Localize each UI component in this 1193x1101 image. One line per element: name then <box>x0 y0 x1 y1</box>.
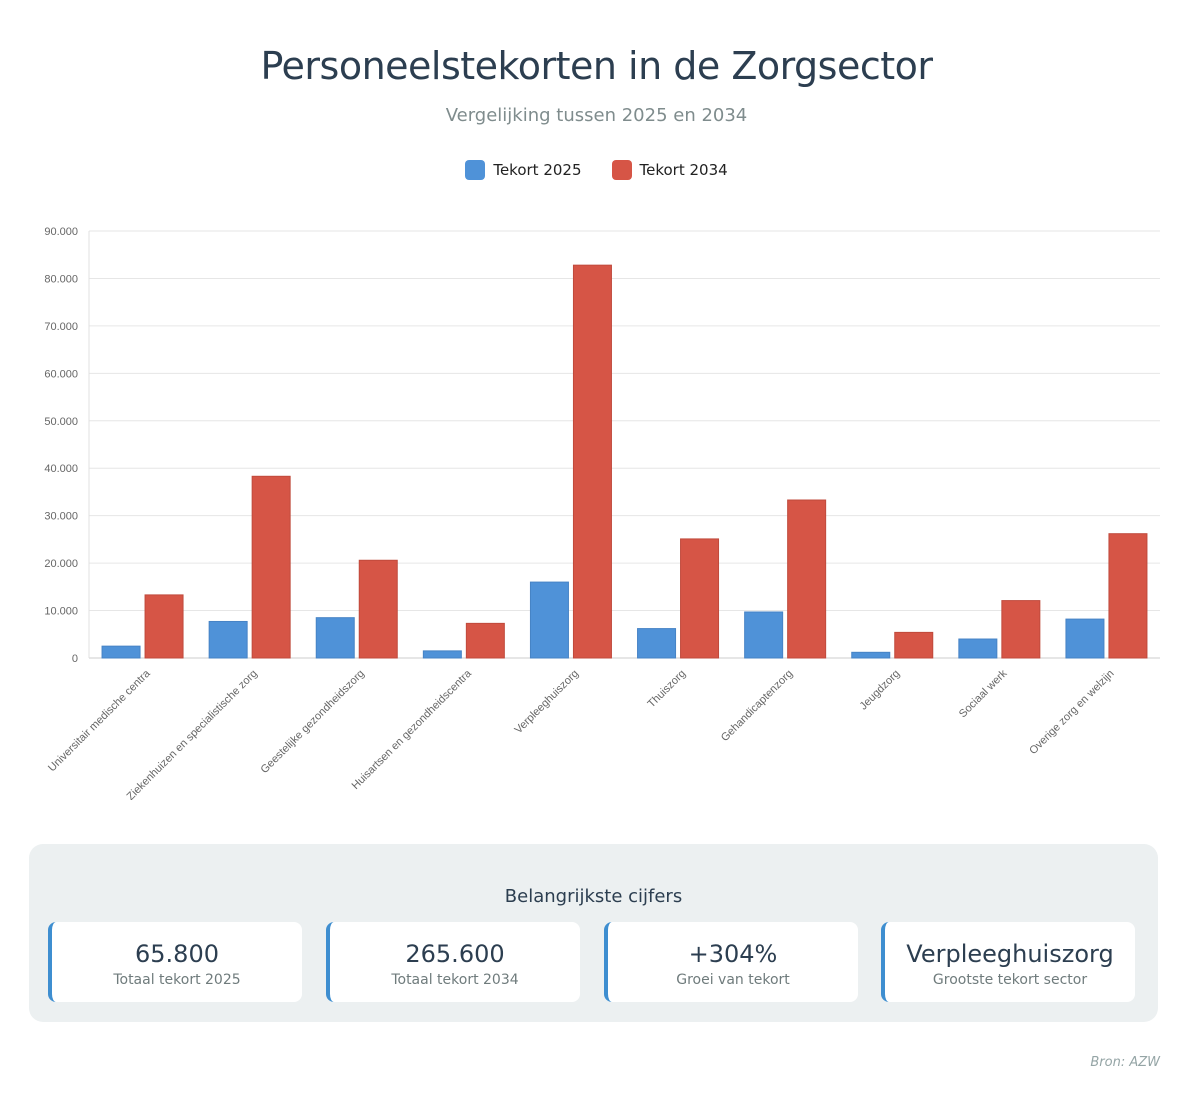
stat-label: Grootste tekort sector <box>932 972 1088 988</box>
stat-card-total-2025: 65.800 Totaal tekort 2025 <box>48 922 302 1002</box>
bar-2025[interactable] <box>1065 618 1105 659</box>
bar-2034[interactable] <box>358 559 398 659</box>
bar-2034[interactable] <box>572 264 612 659</box>
y-tick-label: 70.000 <box>44 321 78 333</box>
stat-value: 265.600 <box>405 940 505 968</box>
legend-item-2034[interactable]: Tekort 2034 <box>611 160 728 180</box>
bar-2025[interactable] <box>637 628 677 659</box>
stat-label: Totaal tekort 2034 <box>391 972 519 988</box>
bar-2034[interactable] <box>1001 600 1041 659</box>
stat-card-total-2034: 265.600 Totaal tekort 2034 <box>326 922 580 1002</box>
x-tick-label: Ziekenhuizen en specialistische zorg <box>125 668 260 800</box>
y-tick-label: 60.000 <box>44 368 78 380</box>
stat-card-largest-sector: Verpleeghuiszorg Grootste tekort sector <box>881 922 1135 1002</box>
stat-card-growth: +304% Groei van tekort <box>604 922 858 1002</box>
x-tick-label: Gehandicaptenzorg <box>719 668 795 744</box>
stat-label: Totaal tekort 2025 <box>113 972 241 988</box>
x-tick-label: Verpleeghuiszorg <box>512 668 581 737</box>
x-tick-label: Thuiszorg <box>646 668 689 711</box>
bar-2025[interactable] <box>422 650 462 659</box>
stats-panel: Belangrijkste cijfers 65.800 Totaal teko… <box>29 844 1158 1022</box>
stat-value: 65.800 <box>135 940 219 968</box>
y-tick-label: 90.000 <box>44 226 78 238</box>
x-tick-label: Universitair medische centra <box>46 667 153 774</box>
bar-2034[interactable] <box>680 538 720 659</box>
chart-subtitle: Vergelijking tussen 2025 en 2034 <box>445 105 748 126</box>
bar-2025[interactable] <box>315 617 355 659</box>
legend: Tekort 2025 Tekort 2034 <box>0 160 1193 180</box>
bar-2025[interactable] <box>744 611 784 659</box>
legend-label-2025: Tekort 2025 <box>493 161 582 179</box>
bar-2025[interactable] <box>529 581 569 659</box>
x-tick-label: Overige zorg en welzijn <box>1027 668 1116 757</box>
chart-title: Personeelstekorten in de Zorgsector <box>260 44 933 88</box>
stat-label: Groei van tekort <box>676 972 790 988</box>
legend-item-2025[interactable]: Tekort 2025 <box>465 160 582 180</box>
x-tick-label: Jeugdzorg <box>858 668 903 713</box>
source-note: Bron: AZW <box>1090 1055 1160 1070</box>
y-tick-label: 80.000 <box>44 273 78 285</box>
x-tick-label: Huisartsen en gezondheidscentra <box>350 667 475 792</box>
y-tick-label: 40.000 <box>44 463 78 475</box>
legend-swatch-2025 <box>465 160 486 180</box>
bar-chart: 0 10.000 20.000 30.000 40.000 50.000 60.000 70.… <box>44 226 1160 800</box>
bar-2034[interactable] <box>251 475 291 659</box>
bar-2034[interactable] <box>144 594 184 659</box>
bar-2034[interactable] <box>465 622 505 659</box>
bar-2025[interactable] <box>208 620 248 659</box>
legend-swatch-2034 <box>611 160 632 180</box>
stat-value: +304% <box>688 940 778 968</box>
x-tick-label: Geestelijke gezondheidszorg <box>258 668 366 776</box>
y-tick-label: 10.000 <box>44 606 78 618</box>
bar-2034[interactable] <box>787 499 827 659</box>
bar-2034[interactable] <box>1108 533 1148 659</box>
y-tick-label: 20.000 <box>44 558 78 570</box>
y-tick-label: 50.000 <box>44 416 78 428</box>
x-tick-label: Sociaal werk <box>957 667 1010 720</box>
bar-2025[interactable] <box>851 651 891 659</box>
stats-heading: Belangrijkste cijfers <box>504 886 683 907</box>
legend-label-2034: Tekort 2034 <box>639 161 728 179</box>
bar-2025[interactable] <box>958 638 998 659</box>
bar-2034[interactable] <box>894 631 934 659</box>
stat-value: Verpleeghuiszorg <box>906 940 1114 968</box>
y-tick-label: 0 <box>72 653 78 665</box>
y-tick-label: 30.000 <box>44 511 78 523</box>
bar-2025[interactable] <box>101 645 141 659</box>
